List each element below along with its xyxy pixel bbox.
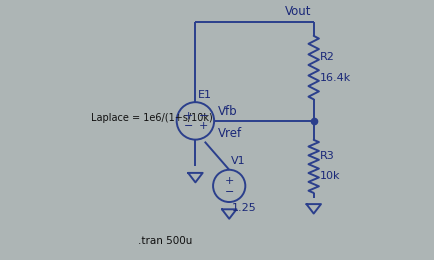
Text: +: + [198, 121, 207, 131]
Text: R3: R3 [319, 151, 333, 161]
Text: Vout: Vout [284, 5, 310, 18]
Text: 10k: 10k [319, 171, 339, 180]
Text: Vref: Vref [217, 127, 242, 140]
Text: −: − [198, 111, 207, 121]
Text: −: − [224, 187, 233, 197]
Text: −: − [184, 121, 193, 131]
Text: R2: R2 [319, 52, 333, 62]
Text: Vfb: Vfb [217, 105, 237, 118]
Text: Laplace = 1e6/(1+s/10k): Laplace = 1e6/(1+s/10k) [91, 113, 213, 123]
Text: E1: E1 [197, 90, 211, 100]
Text: 16.4k: 16.4k [319, 73, 350, 83]
Text: +: + [224, 176, 233, 186]
Text: +: + [184, 111, 193, 121]
Text: .tran 500u: .tran 500u [138, 236, 192, 245]
Text: 1.25: 1.25 [232, 203, 256, 213]
Text: V1: V1 [230, 156, 245, 166]
